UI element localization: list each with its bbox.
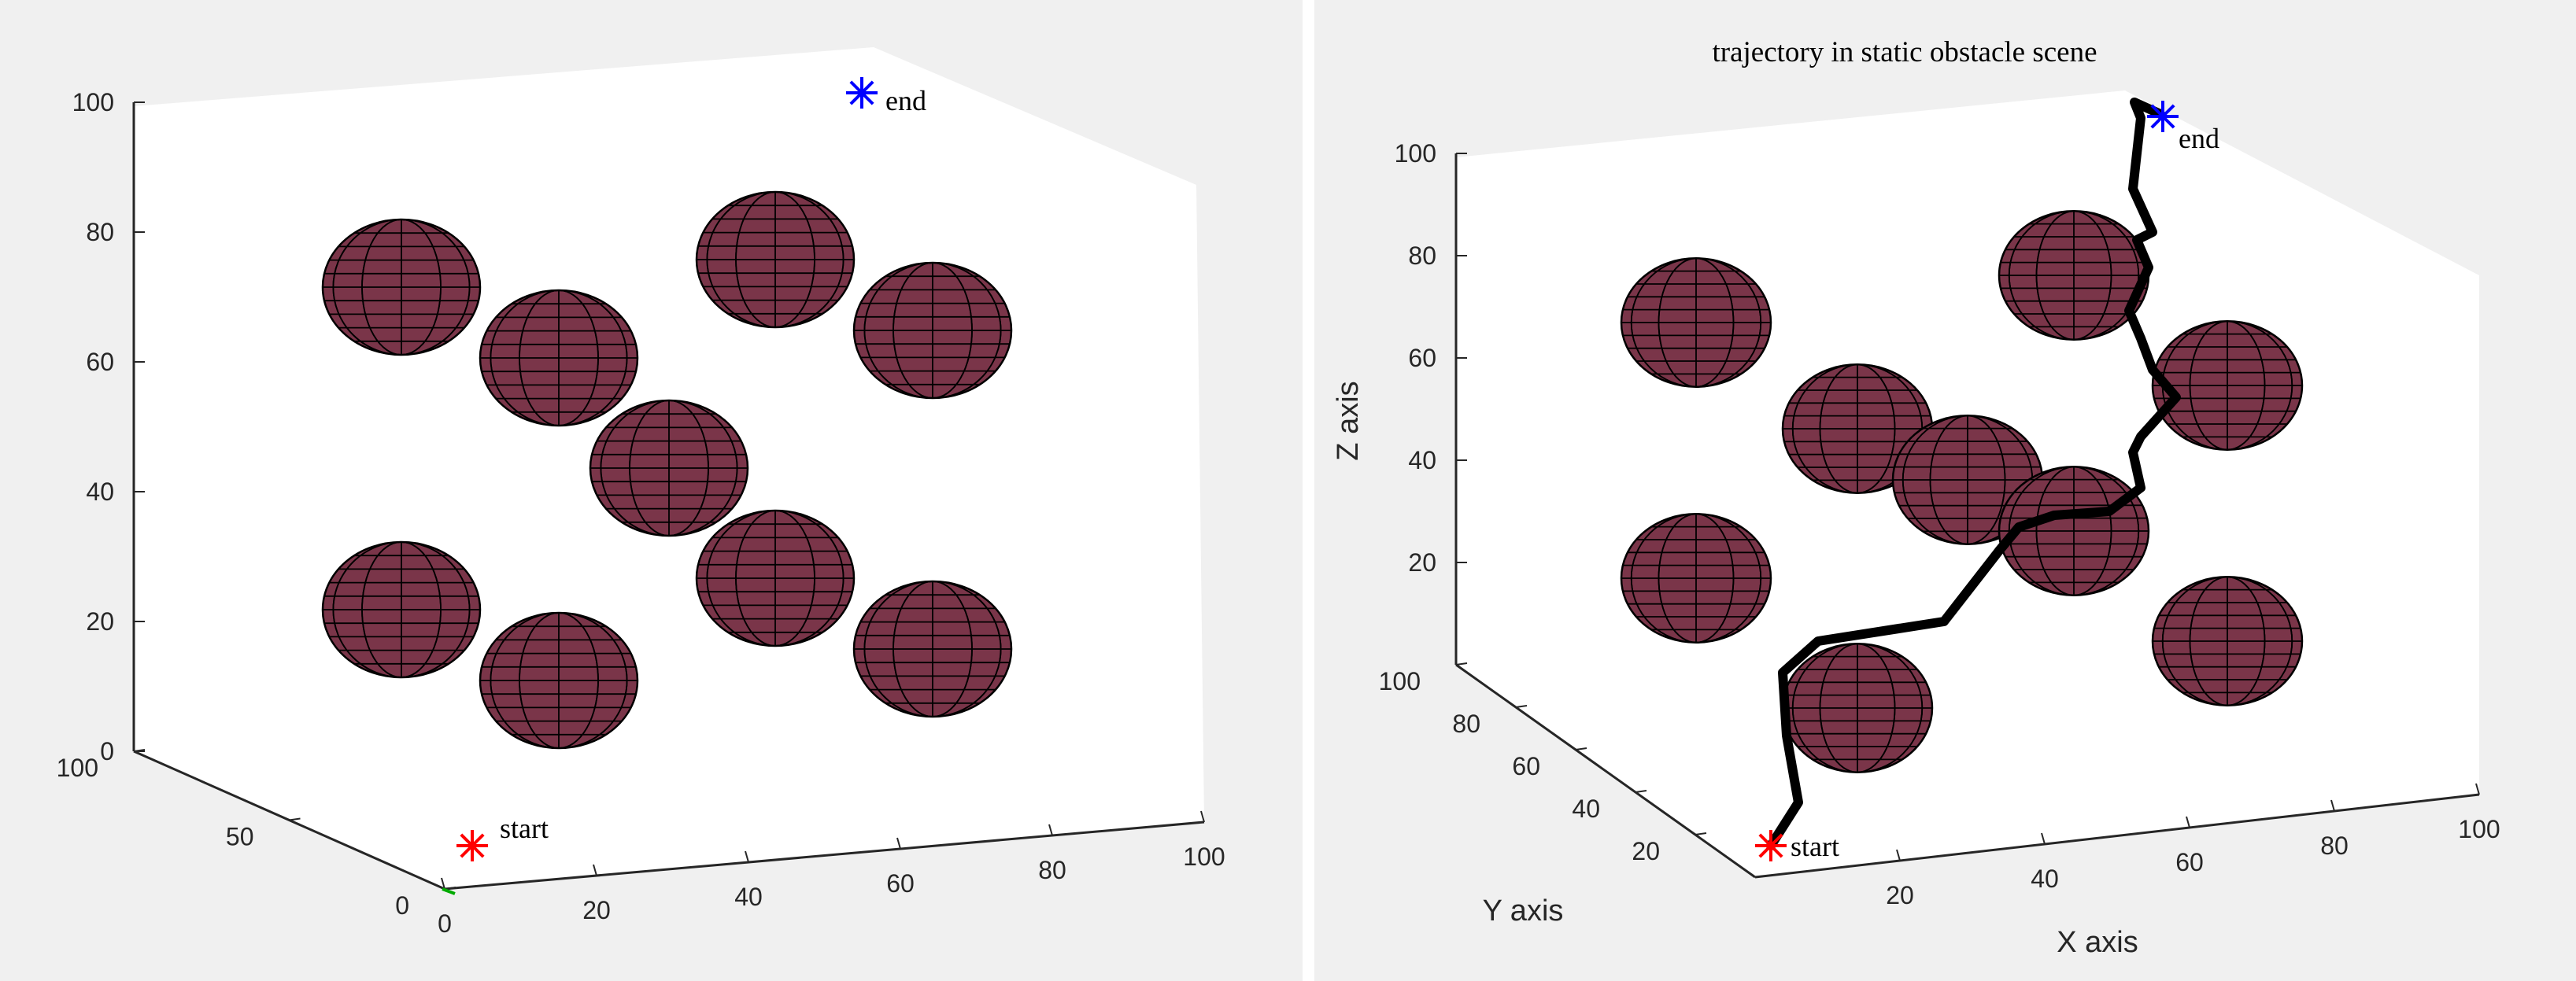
x-tick-label: 80 bbox=[1038, 856, 1066, 884]
x-tick-label: 100 bbox=[1183, 843, 1225, 871]
obstacle-sphere bbox=[852, 261, 1013, 400]
obstacle-sphere bbox=[1781, 643, 1934, 773]
z-tick-label: 100 bbox=[1395, 139, 1436, 168]
x-tick-label: 20 bbox=[1886, 881, 1914, 909]
x-tick bbox=[2041, 832, 2046, 845]
x-tick-label: 20 bbox=[582, 896, 611, 924]
obstacle-sphere bbox=[1620, 257, 1772, 388]
z-tick-label: 80 bbox=[1408, 242, 1436, 270]
right-ticks: 20 40 60 80 100 20 40 60 80 100 20 40 60 80 100 bbox=[1379, 139, 2500, 909]
x-tick bbox=[1048, 824, 1053, 836]
panel-divider bbox=[1303, 0, 1314, 981]
left-origin-mark bbox=[442, 887, 456, 895]
right-y-axis-label: Y axis bbox=[1483, 894, 1564, 928]
obstacle-sphere bbox=[1781, 363, 1934, 494]
y-tick-label: 80 bbox=[1452, 710, 1480, 738]
obstacle-sphere bbox=[321, 540, 482, 679]
x-tick bbox=[745, 850, 749, 863]
x-tick-label: 40 bbox=[2031, 865, 2059, 893]
z-tick-label: 20 bbox=[86, 607, 114, 636]
obstacle-sphere bbox=[695, 509, 856, 647]
y-tick-label: 100 bbox=[1379, 667, 1421, 695]
x-tick-label: 60 bbox=[886, 869, 915, 898]
z-tick-label: 80 bbox=[86, 218, 114, 246]
x-tick bbox=[1896, 849, 1901, 861]
obstacle-sphere bbox=[1998, 210, 2150, 341]
left-obstacles bbox=[321, 190, 1013, 750]
z-tick-label: 0 bbox=[100, 737, 114, 765]
x-tick-label: 80 bbox=[2320, 832, 2349, 860]
obstacle-sphere bbox=[321, 218, 482, 356]
end-marker bbox=[846, 77, 878, 109]
left-markers: start end bbox=[456, 77, 926, 861]
y-tick bbox=[1635, 790, 1647, 793]
end-label: end bbox=[885, 85, 926, 116]
y-tick-label: 60 bbox=[1512, 752, 1540, 780]
right-obstacles bbox=[1620, 210, 2304, 773]
x-tick bbox=[2475, 783, 2480, 795]
end-label: end bbox=[2179, 123, 2219, 154]
z-tick-label: 100 bbox=[72, 88, 114, 116]
x-tick bbox=[593, 864, 597, 876]
y-tick-label: 40 bbox=[1572, 795, 1600, 823]
right-x-axis-label: X axis bbox=[2057, 926, 2138, 959]
y-tick bbox=[1515, 705, 1528, 708]
y-tick bbox=[1455, 662, 1468, 666]
z-tick-label: 40 bbox=[1408, 446, 1436, 474]
x-tick-label: 0 bbox=[438, 909, 452, 938]
obstacle-sphere bbox=[1620, 513, 1772, 644]
y-tick bbox=[1575, 747, 1587, 751]
y-tick bbox=[444, 887, 456, 890]
right-x-axis bbox=[1754, 793, 2480, 879]
x-tick bbox=[1200, 810, 1205, 823]
x-tick bbox=[441, 877, 445, 890]
obstacle-sphere bbox=[852, 580, 1013, 718]
end-marker bbox=[2147, 101, 2179, 132]
y-tick bbox=[133, 749, 146, 752]
y-tick bbox=[289, 817, 301, 821]
y-tick-label: 50 bbox=[226, 823, 254, 851]
obstacle-sphere bbox=[2151, 320, 2304, 451]
y-tick-label: 20 bbox=[1632, 837, 1660, 865]
x-tick bbox=[2186, 816, 2190, 828]
z-tick-label: 20 bbox=[1408, 548, 1436, 577]
x-tick bbox=[2330, 799, 2335, 812]
start-label: start bbox=[500, 813, 549, 844]
right-markers: start end bbox=[1755, 101, 2219, 862]
z-tick-label: 60 bbox=[1408, 344, 1436, 372]
z-tick-label: 40 bbox=[86, 478, 114, 506]
x-tick bbox=[896, 837, 901, 850]
z-tick-label: 60 bbox=[86, 348, 114, 376]
start-marker bbox=[1755, 830, 1787, 861]
obstacle-sphere bbox=[479, 611, 639, 750]
right-z-axis-label: Z axis bbox=[1332, 381, 1365, 460]
obstacle-sphere bbox=[589, 399, 749, 537]
y-tick-label: 100 bbox=[57, 754, 98, 782]
start-label: start bbox=[1791, 831, 1839, 862]
x-tick-label: 40 bbox=[734, 883, 763, 911]
obstacle-sphere bbox=[695, 190, 856, 329]
right-title: trajectory in static obstacle scene bbox=[1712, 36, 2097, 68]
obstacle-sphere bbox=[1998, 466, 2150, 596]
right-y-axis bbox=[1455, 663, 1756, 879]
start-marker bbox=[456, 830, 488, 861]
y-tick-label: 0 bbox=[395, 891, 409, 920]
trajectory-line bbox=[1766, 98, 2181, 850]
y-tick bbox=[1695, 832, 1707, 835]
obstacle-sphere bbox=[479, 289, 639, 427]
obstacle-sphere bbox=[2151, 576, 2304, 706]
right-3d-plot: trajectory in static obstacle scene Z ax… bbox=[1332, 36, 2500, 959]
x-tick-label: 100 bbox=[2458, 815, 2500, 843]
x-tick-label: 60 bbox=[2175, 848, 2204, 876]
left-x-axis bbox=[444, 821, 1205, 891]
